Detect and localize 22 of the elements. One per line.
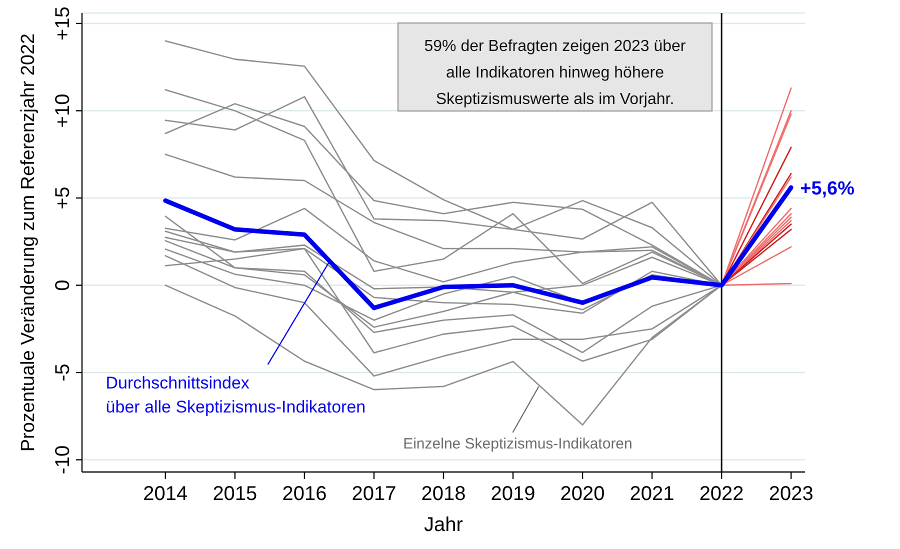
x-tick-label: 2023 <box>768 483 814 506</box>
y-tick-label: -10 <box>52 445 74 474</box>
x-tick-label: 2014 <box>143 483 188 506</box>
annotation: Durchschnittsindex über alle Skeptizismus-Indikatoren <box>106 374 366 417</box>
x-tick-label: 2021 <box>630 483 674 506</box>
y-tick-label: 0 <box>52 280 74 291</box>
x-tick-label: 2020 <box>560 483 605 506</box>
x-tick-label: 2016 <box>282 483 327 506</box>
y-tick-label: +5 <box>52 186 74 210</box>
y-tick-label: +10 <box>52 94 74 128</box>
y-tick-label: -5 <box>52 364 74 382</box>
x-tick-label: 2017 <box>352 483 396 506</box>
x-tick-label: 2022 <box>699 483 744 506</box>
x-axis-title: Jahr <box>424 514 464 536</box>
x-tick-label: 2019 <box>490 483 536 506</box>
data-label: +5,6% <box>800 178 855 200</box>
annotation: 59% der Befragten zeigen 2023 über alle Indikatoren hinweg höhere Skeptizismuswerte als im Vorjahr. <box>424 38 686 108</box>
x-tick-label: 2018 <box>421 483 466 506</box>
x-tick-label: 2015 <box>212 483 258 506</box>
annotation: Einzelne Skeptizismus-Indikatoren <box>403 435 632 452</box>
y-axis-title: Prozentuale Veränderung zum Referenzjahr 2022 <box>18 33 39 452</box>
y-tick-label: +15 <box>52 6 74 40</box>
